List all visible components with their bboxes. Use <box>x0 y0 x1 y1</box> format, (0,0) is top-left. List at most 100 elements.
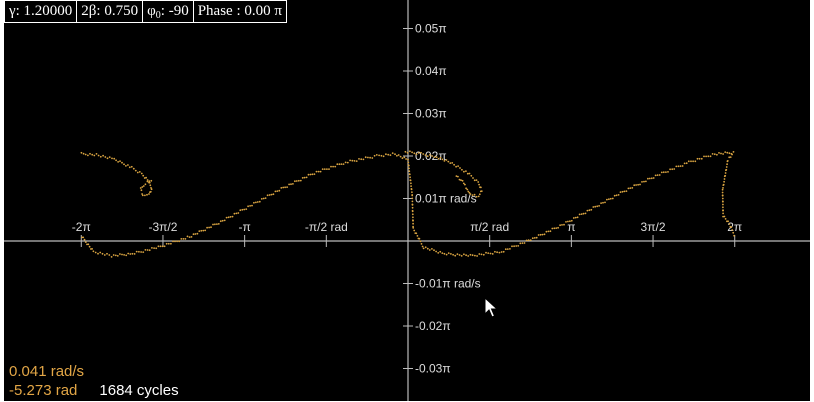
attractor-point <box>299 179 302 182</box>
attractor-point <box>482 253 485 256</box>
attractor-point <box>411 194 414 197</box>
attractor-point <box>382 155 385 158</box>
attractor-point <box>449 162 452 165</box>
attractor-point <box>413 152 416 155</box>
attractor-point <box>373 154 376 157</box>
attractor-point <box>276 190 279 193</box>
attractor-point <box>416 235 419 237</box>
attractor-point <box>290 183 292 186</box>
attractor-point <box>412 222 414 225</box>
attractor-point <box>111 157 113 160</box>
attractor-point <box>433 249 435 252</box>
attractor-point <box>87 154 89 157</box>
attractor-point <box>472 177 474 179</box>
attractor-point <box>467 190 470 193</box>
attractor-point <box>346 161 349 164</box>
attractor-point <box>336 163 339 166</box>
attractor-point <box>297 179 300 182</box>
attractor-point <box>138 250 140 253</box>
attractor-point <box>91 248 93 250</box>
attractor-point <box>286 186 288 189</box>
attractor-point <box>474 254 476 257</box>
attractor-point <box>594 205 597 208</box>
attractor-point <box>119 160 121 163</box>
phase-plot-svg: -2π -3π/2 -π -π/2 rad π/2 rad π 3π/2 2π 0.05π 0.0… <box>4 0 810 401</box>
attractor-point <box>466 188 469 191</box>
attractor-point <box>274 190 277 193</box>
phase-space-plot[interactable]: -2π -3π/2 -π -π/2 rad π/2 rad π 3π/2 2π 0.05π 0.0… <box>4 0 810 401</box>
attractor-point <box>406 151 409 154</box>
attractor-point <box>441 158 444 161</box>
attractor-point <box>95 153 98 155</box>
phase-box: Phase : 0.00 π <box>192 0 287 23</box>
attractor-point <box>143 177 146 179</box>
attractor-point <box>580 213 583 216</box>
attractor-point <box>389 154 392 157</box>
attractor-point <box>521 242 524 245</box>
gamma-box: γ: 1.20000 <box>4 0 78 23</box>
attractor-point <box>84 153 87 156</box>
attractor-point <box>403 156 406 159</box>
attractor-point <box>404 150 407 153</box>
attractor-point <box>415 232 418 235</box>
attractor-point <box>396 154 398 157</box>
attractor-point <box>447 160 450 163</box>
attractor-point <box>435 250 437 253</box>
attractor-point <box>311 173 314 176</box>
attractor-point <box>321 168 324 171</box>
attractor-point <box>420 243 423 245</box>
attractor-point <box>669 168 671 171</box>
attractor-point <box>83 238 86 241</box>
attractor-point <box>458 178 461 181</box>
attractor-point <box>665 171 667 174</box>
attractor-point <box>439 156 442 159</box>
attractor-point <box>101 252 104 255</box>
phi0-box: φ0: -90 <box>142 0 194 23</box>
attractor-point <box>567 220 569 223</box>
attractor-point <box>140 189 143 192</box>
attractor-point <box>407 161 410 164</box>
attractor-point <box>721 194 724 197</box>
attractor-point <box>645 180 647 183</box>
attractor-point <box>475 179 478 182</box>
attractor-point <box>149 191 151 194</box>
attractor-point <box>570 219 573 222</box>
attractor-point <box>455 165 457 168</box>
attractor-point <box>527 239 530 242</box>
attractor-point <box>256 201 259 203</box>
attractor-point <box>726 160 729 163</box>
attractor-point <box>441 252 444 255</box>
attractor-point <box>439 250 442 253</box>
attractor-point <box>323 168 326 171</box>
attractor-point <box>411 200 414 203</box>
attractor-point <box>146 193 148 196</box>
attractor-point <box>159 245 162 248</box>
attractor-point <box>307 173 310 176</box>
attractor-point <box>131 252 134 255</box>
attractor-point <box>498 251 501 254</box>
attractor-point <box>92 250 95 253</box>
attractor-point <box>447 252 450 255</box>
attractor-point <box>725 166 728 168</box>
attractor-point <box>172 240 174 243</box>
attractor-point <box>116 255 119 257</box>
attractor-point <box>148 249 151 252</box>
attractor-point <box>328 168 330 171</box>
attractor-point <box>217 223 220 225</box>
attractor-point <box>723 175 726 178</box>
attractor-point <box>431 248 433 250</box>
attractor-point <box>615 194 618 197</box>
attractor-point <box>473 193 476 196</box>
attractor-point <box>722 215 724 218</box>
attractor-point <box>133 253 136 255</box>
attractor-point <box>588 209 591 212</box>
attractor-point <box>408 167 410 170</box>
attractor-point <box>99 251 102 254</box>
attractor-point <box>728 156 731 159</box>
attractor-point <box>559 224 561 227</box>
attractor-point <box>517 245 520 247</box>
attractor-point <box>167 242 170 245</box>
attractor-point <box>410 188 413 191</box>
attractor-point <box>180 238 183 240</box>
attractor-point <box>732 151 735 153</box>
